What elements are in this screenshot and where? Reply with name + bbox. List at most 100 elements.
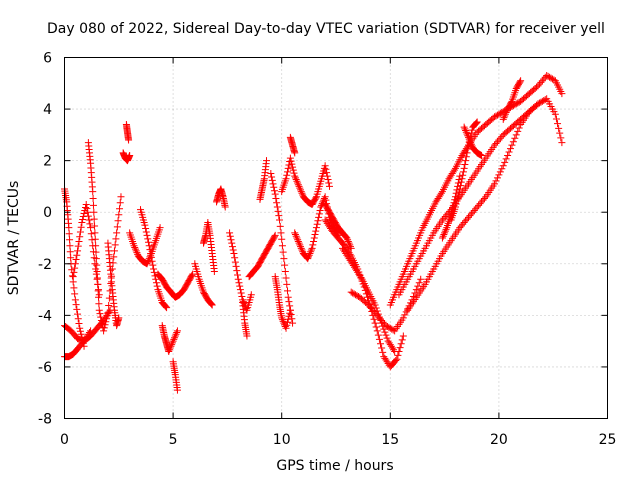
data-point: [412, 286, 420, 294]
satellite-track: [386, 72, 566, 309]
data-point: [275, 212, 283, 220]
data-point: [162, 303, 170, 311]
data-point: [398, 336, 406, 344]
data-point: [94, 287, 102, 295]
data-point: [534, 100, 542, 108]
data-point: [285, 298, 293, 306]
data-point: [286, 309, 294, 317]
data-point: [73, 251, 81, 259]
data-point: [440, 231, 448, 239]
data-point: [227, 236, 235, 244]
data-point: [65, 224, 73, 232]
data-point: [498, 165, 506, 173]
data-point: [464, 132, 472, 140]
data-point: [295, 239, 303, 247]
data-point: [538, 77, 546, 85]
data-point: [401, 311, 409, 319]
data-point: [324, 176, 332, 184]
data-point: [112, 235, 120, 243]
data-point: [226, 229, 234, 237]
data-point: [449, 205, 457, 213]
data-point: [95, 300, 103, 308]
data-point: [463, 130, 471, 138]
data-point: [114, 217, 122, 225]
data-point: [173, 386, 181, 394]
data-point: [493, 174, 501, 182]
data-point: [235, 279, 243, 287]
data-point: [115, 314, 123, 322]
data-point: [496, 168, 504, 176]
data-point: [472, 119, 480, 127]
data-point: [142, 225, 150, 233]
data-point: [314, 217, 322, 225]
y-tick-label: 4: [43, 102, 52, 118]
data-point: [537, 98, 545, 106]
data-point: [464, 213, 472, 221]
data-point: [291, 149, 299, 157]
data-point: [232, 262, 240, 270]
data-point: [441, 229, 449, 237]
data-point: [353, 292, 361, 300]
data-point: [270, 233, 278, 241]
data-point: [441, 227, 449, 235]
data-point: [282, 324, 290, 332]
data-point: [533, 83, 541, 91]
data-point: [315, 213, 323, 221]
data-point: [92, 242, 100, 250]
satellite-track: [256, 157, 270, 203]
data-point: [150, 265, 158, 273]
data-point: [373, 311, 381, 319]
data-point: [74, 310, 82, 318]
data-point: [165, 346, 173, 354]
data-point: [294, 179, 302, 187]
satellite-track: [213, 185, 229, 211]
data-point: [173, 329, 181, 337]
data-point: [452, 189, 460, 197]
data-point: [323, 169, 331, 177]
data-point: [95, 293, 103, 301]
data-point: [228, 243, 236, 251]
data-point: [293, 234, 301, 242]
data-point: [454, 179, 462, 187]
data-point: [76, 324, 84, 332]
data-point: [281, 268, 289, 276]
data-point: [548, 75, 556, 83]
data-point: [365, 301, 373, 309]
data-point: [91, 229, 99, 237]
x-tick-label: 5: [169, 432, 178, 448]
x-tick-label: 0: [60, 432, 69, 448]
data-point: [276, 216, 284, 224]
data-point: [469, 208, 477, 216]
data-point: [171, 332, 179, 340]
data-point: [498, 133, 506, 141]
data-point: [283, 318, 291, 326]
data-point: [315, 210, 323, 218]
data-point: [555, 124, 563, 132]
data-point: [280, 255, 288, 263]
data-point: [221, 203, 229, 211]
data-point: [467, 139, 475, 147]
data-point: [74, 242, 82, 250]
data-point: [491, 141, 499, 149]
data-point: [231, 258, 239, 266]
data-point: [492, 112, 500, 120]
data-point: [385, 323, 393, 331]
data-point: [286, 306, 294, 314]
data-point: [143, 231, 151, 239]
data-point: [396, 344, 404, 352]
data-point: [508, 141, 516, 149]
data-point: [460, 219, 468, 227]
data-point: [238, 292, 246, 300]
data-point: [131, 245, 139, 253]
data-point: [101, 321, 109, 329]
data-point: [152, 275, 160, 283]
data-point: [465, 135, 473, 143]
data-point: [168, 339, 176, 347]
data-point: [285, 161, 293, 169]
data-point: [288, 160, 296, 168]
satellite-track: [169, 358, 181, 394]
data-point: [391, 347, 399, 355]
data-point: [533, 101, 541, 109]
data-point: [228, 239, 236, 247]
data-point: [478, 198, 486, 206]
